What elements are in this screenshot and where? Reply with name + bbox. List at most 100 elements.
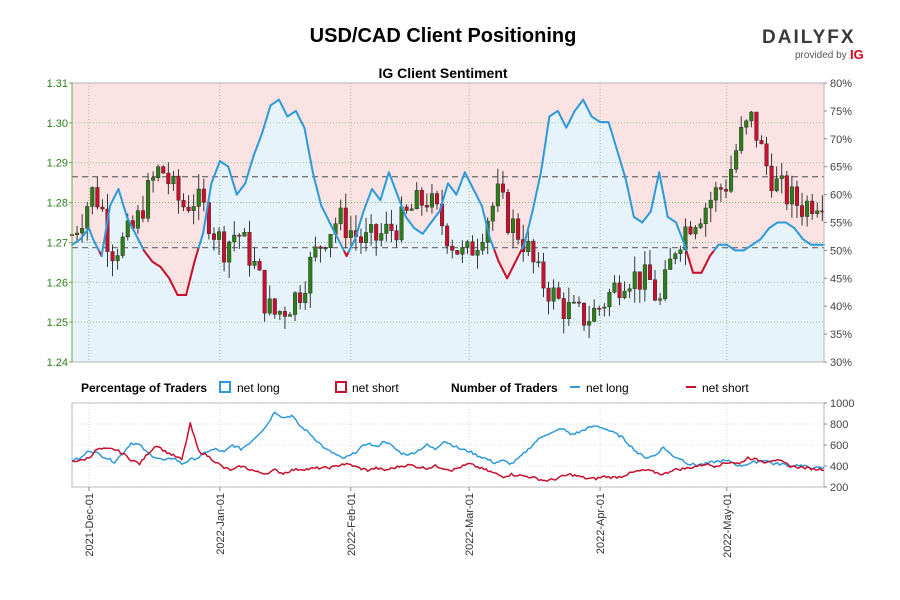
candle-up — [217, 231, 222, 240]
sentiment-segment — [379, 192, 384, 202]
date-tick-label: 2021-Dec-01 — [84, 493, 96, 557]
sentiment-segment — [189, 268, 194, 280]
candle-down — [211, 233, 216, 240]
candle-down — [394, 230, 399, 241]
candle-down — [597, 307, 602, 310]
sentiment-segment — [381, 185, 386, 195]
sentiment-segment — [402, 210, 407, 218]
candle-up — [409, 208, 414, 211]
candle-up — [135, 210, 140, 229]
sentiment-segment — [354, 231, 359, 241]
sentiment-segment — [102, 229, 107, 245]
candle-down — [500, 183, 505, 193]
candle-up — [698, 223, 703, 228]
candle-up — [612, 282, 617, 293]
candle-down — [810, 200, 815, 214]
sentiment-segment — [227, 165, 232, 175]
candle-down — [455, 250, 460, 255]
candle-up — [313, 246, 318, 258]
price-tick-label: 1.30 — [47, 118, 68, 130]
percent-tick-label: 30% — [830, 357, 852, 369]
candle-down — [110, 251, 115, 262]
legend-number-heading: Number of Traders — [451, 381, 558, 395]
candle-up — [303, 292, 308, 303]
candle-up — [80, 228, 85, 234]
legend-net-long-pct: net long — [237, 381, 280, 395]
percent-tick-label: 50% — [830, 245, 852, 257]
percent-tick-label: 55% — [830, 218, 852, 230]
sentiment-segment — [542, 143, 547, 160]
sentiment-segment — [529, 210, 534, 221]
net-short-count-line — [71, 421, 825, 482]
candle-up — [480, 242, 485, 251]
candle-up — [293, 292, 298, 315]
candle-down — [769, 165, 774, 192]
candle-up — [90, 187, 95, 207]
sentiment-segment — [611, 135, 616, 144]
candle-down — [582, 302, 587, 326]
legend-net-long-box-icon — [219, 381, 231, 393]
sentiment-segment — [204, 207, 209, 223]
sentiment-segment — [482, 213, 487, 224]
sentiment-segment — [383, 178, 388, 188]
logo-provided-by: provided by — [795, 50, 847, 61]
candle-down — [653, 279, 658, 301]
candle-up — [364, 232, 369, 243]
sentiment-segment — [687, 257, 692, 267]
candle-up — [429, 193, 434, 208]
candle-up — [287, 314, 292, 317]
sentiment-segment — [455, 188, 460, 196]
sentiment-segment — [660, 182, 665, 196]
sentiment-segment — [622, 169, 627, 179]
sentiment-segment — [316, 188, 321, 199]
sentiment-segment — [263, 118, 268, 128]
candle-up — [551, 287, 556, 302]
candle-down — [318, 246, 323, 249]
logo-ig: IG — [850, 47, 864, 62]
sentiment-segment — [307, 149, 312, 163]
candle-down — [800, 205, 805, 217]
count-tick-label: 200 — [830, 482, 848, 494]
sentiment-segment — [689, 264, 694, 274]
candle-down — [247, 231, 252, 266]
candle-up — [308, 256, 313, 294]
candle-up — [536, 261, 541, 264]
sentiment-segment — [537, 171, 542, 183]
sentiment-segment — [117, 188, 122, 197]
candle-up — [171, 175, 176, 185]
candle-up — [338, 207, 343, 224]
candle-up — [120, 236, 125, 256]
sentiment-segment — [442, 189, 447, 199]
candle-up — [708, 199, 713, 209]
candle-down — [419, 190, 424, 206]
trader-count-panel: 1000 800 600 400 200 — [71, 398, 854, 494]
candle-down — [272, 298, 277, 315]
candle-up — [673, 253, 678, 260]
sentiment-segment — [527, 218, 532, 230]
date-tick-label: 2022-Mar-01 — [464, 493, 476, 556]
sentiment-segment — [356, 224, 361, 234]
price-sentiment-panel: 1.31 1.30 1.29 1.28 1.27 1.26 1.25 1.24 80% 75% 7… — [47, 78, 853, 369]
date-tick-label: 2022-Apr-01 — [595, 493, 607, 554]
sentiment-segment — [313, 179, 318, 190]
sentiment-segment — [624, 176, 629, 189]
sentiment-segment — [609, 128, 614, 137]
price-axis: 1.31 1.30 1.29 1.28 1.27 1.26 1.25 1.24 — [47, 78, 72, 369]
candle-down — [262, 269, 267, 314]
sentiment-segment — [607, 121, 612, 130]
candle-up — [749, 111, 754, 122]
sentiment-segment — [309, 160, 314, 174]
candle-up — [642, 264, 647, 290]
candle-up — [779, 175, 784, 179]
legend-net-short-box-icon — [335, 381, 347, 393]
sentiment-segment — [658, 171, 663, 185]
candle-down — [237, 234, 242, 237]
sentiment-segment — [318, 196, 323, 207]
sentiment-segment — [489, 238, 494, 246]
sentiment-segment — [628, 196, 633, 209]
sentiment-segment — [630, 206, 635, 218]
candle-down — [505, 192, 510, 233]
candle-up — [774, 178, 779, 192]
logo-wordmark: DAILYFX — [762, 27, 856, 48]
candle-down — [617, 282, 622, 298]
